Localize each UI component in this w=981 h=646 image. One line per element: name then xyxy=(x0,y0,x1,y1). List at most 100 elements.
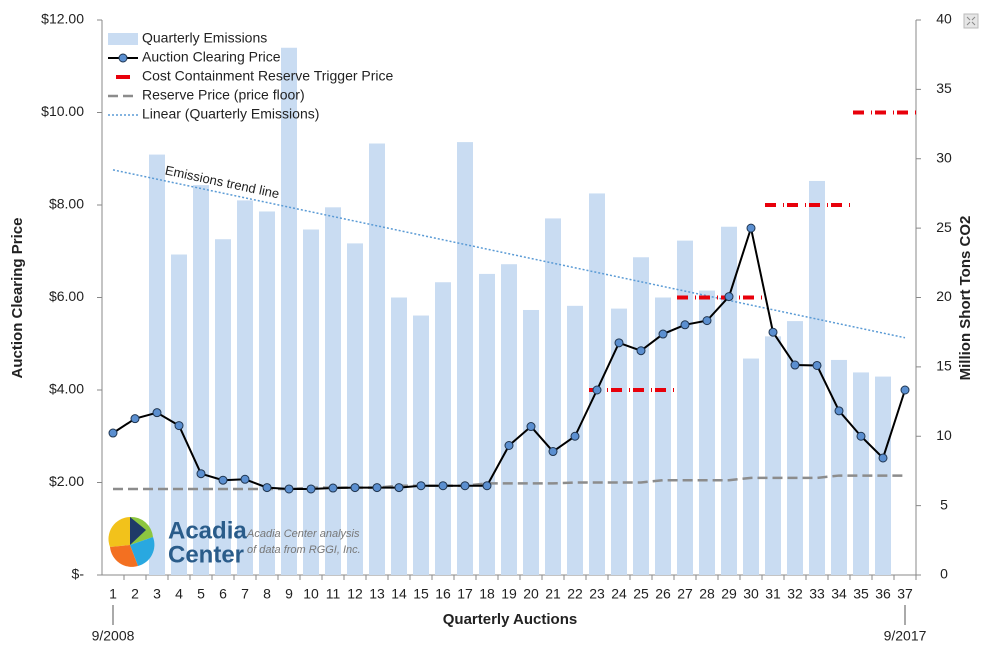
x-tick-label: 6 xyxy=(219,586,227,602)
bar xyxy=(787,321,803,575)
price-marker xyxy=(438,481,448,491)
y2-tick-label: 5 xyxy=(940,496,948,512)
bar xyxy=(171,254,187,576)
bar xyxy=(479,273,495,575)
price-marker xyxy=(284,484,294,494)
x-tick-label: 35 xyxy=(853,586,869,602)
x-tick-label: 5 xyxy=(197,586,205,602)
x-tick-label: 26 xyxy=(655,586,671,602)
y2-tick-label: 0 xyxy=(940,566,948,582)
x-tick-label: 14 xyxy=(391,586,407,602)
x-tick-label: 17 xyxy=(457,586,473,602)
x-tick-label: 30 xyxy=(743,586,759,602)
bar xyxy=(259,211,275,575)
price-marker xyxy=(592,385,602,395)
y-axis-title: Auction Clearing Price xyxy=(9,218,26,379)
reserve-line xyxy=(113,474,905,491)
bar xyxy=(655,297,671,575)
x-tick-label: 33 xyxy=(809,586,825,602)
price-marker xyxy=(878,453,888,463)
x-tick-label: 7 xyxy=(241,586,249,602)
y-tick-label: $2.00 xyxy=(49,473,84,489)
x-tick-label: 24 xyxy=(611,586,627,602)
price-marker xyxy=(636,346,646,356)
bar xyxy=(721,226,737,576)
x-tick-label: 12 xyxy=(347,586,363,602)
bar xyxy=(391,297,407,575)
x-tick-label: 29 xyxy=(721,586,737,602)
price-marker xyxy=(790,360,800,370)
legend-label: Linear (Quarterly Emissions) xyxy=(142,106,319,122)
price-marker xyxy=(394,483,404,493)
bar xyxy=(215,239,231,575)
bar xyxy=(303,229,319,575)
bar xyxy=(457,142,473,575)
bar xyxy=(413,315,429,575)
x-tick-label: 34 xyxy=(831,586,847,602)
price-marker xyxy=(812,360,822,370)
bar xyxy=(193,185,209,576)
x-tick-label: 37 xyxy=(897,586,913,602)
y2-tick-label: 15 xyxy=(936,358,952,374)
y-tick-label: $6.00 xyxy=(49,288,84,304)
x-sublabel: 9/2008 xyxy=(92,628,135,644)
bar xyxy=(743,358,759,575)
logo-text: Acadia xyxy=(168,517,247,544)
price-marker xyxy=(328,483,338,493)
annotation: Emissions trend line xyxy=(164,163,281,202)
bar xyxy=(611,308,627,575)
bar xyxy=(633,257,649,575)
x-tick-label: 19 xyxy=(501,586,517,602)
price-marker xyxy=(108,428,118,438)
bar xyxy=(501,264,517,575)
price-marker xyxy=(306,484,316,494)
price-marker xyxy=(482,481,492,491)
price-marker xyxy=(526,422,536,432)
x-tick-label: 31 xyxy=(765,586,781,602)
logo-note: of data from RGGI, Inc. xyxy=(247,544,361,556)
x-tick-label: 36 xyxy=(875,586,891,602)
trend-line xyxy=(112,169,906,339)
legend-marker xyxy=(118,53,128,63)
x-tick-label: 3 xyxy=(153,586,161,602)
logo-text: Center xyxy=(168,541,244,568)
x-tick-label: 23 xyxy=(589,586,605,602)
price-marker xyxy=(746,223,756,233)
price-marker xyxy=(614,338,624,348)
price-marker xyxy=(724,292,734,302)
price-marker xyxy=(152,408,162,418)
y2-tick-label: 20 xyxy=(936,288,952,304)
x-tick-label: 4 xyxy=(175,586,183,602)
x-tick-label: 1 xyxy=(109,586,117,602)
legend-label: Quarterly Emissions xyxy=(142,30,267,46)
logo: Acadia Center Acadia Center analysis of … xyxy=(108,516,361,568)
price-marker xyxy=(196,469,206,479)
bar xyxy=(347,243,363,575)
bar xyxy=(435,282,451,575)
y2-tick-label: 10 xyxy=(936,427,952,443)
bar xyxy=(545,218,561,575)
price-marker xyxy=(350,483,360,493)
x-tick-label: 27 xyxy=(677,586,693,602)
bar xyxy=(281,47,297,575)
price-marker xyxy=(856,431,866,441)
price-marker xyxy=(680,320,690,330)
price-marker xyxy=(240,474,250,484)
x-tick-label: 16 xyxy=(435,586,451,602)
legend-swatch xyxy=(108,33,138,45)
y-tick-label: $10.00 xyxy=(41,103,84,119)
price-marker xyxy=(768,327,778,337)
x-tick-label: 28 xyxy=(699,586,715,602)
bar xyxy=(765,336,781,575)
x-sublabel: 9/2017 xyxy=(884,628,927,644)
legend-label: Auction Clearing Price xyxy=(142,49,281,65)
x-tick-label: 25 xyxy=(633,586,649,602)
bar xyxy=(523,309,539,575)
y-tick-label: $12.00 xyxy=(41,11,84,27)
x-tick-label: 2 xyxy=(131,586,139,602)
y2-tick-label: 40 xyxy=(936,11,952,27)
price-marker xyxy=(130,414,140,424)
y2-tick-label: 30 xyxy=(936,149,952,165)
y2-tick-label: 25 xyxy=(936,219,952,235)
y-tick-label: $- xyxy=(72,566,85,582)
